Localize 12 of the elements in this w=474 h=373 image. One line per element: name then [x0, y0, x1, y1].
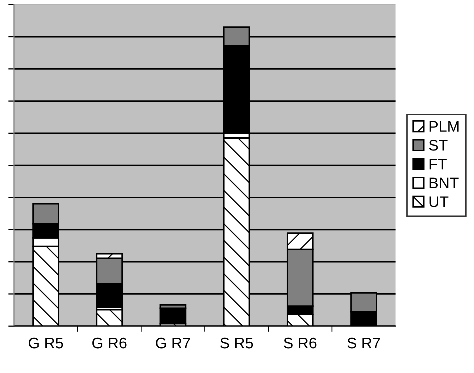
- x-tick-label: S R5: [220, 338, 254, 349]
- bar: [160, 308, 187, 325]
- legend-label: UT: [430, 196, 449, 208]
- x-tick-label: G R5: [28, 338, 64, 349]
- x-tick-label: S R7: [348, 338, 380, 349]
- legend-label: FT: [430, 159, 447, 170]
- x-tick-label: G R6: [92, 338, 127, 349]
- x-tick-label: G R7: [156, 338, 190, 349]
- legend-label: PLM: [430, 121, 459, 132]
- legend-label: ST: [429, 140, 448, 151]
- x-tick-label: S R6: [284, 338, 317, 349]
- legend-label: BNT: [430, 178, 459, 188]
